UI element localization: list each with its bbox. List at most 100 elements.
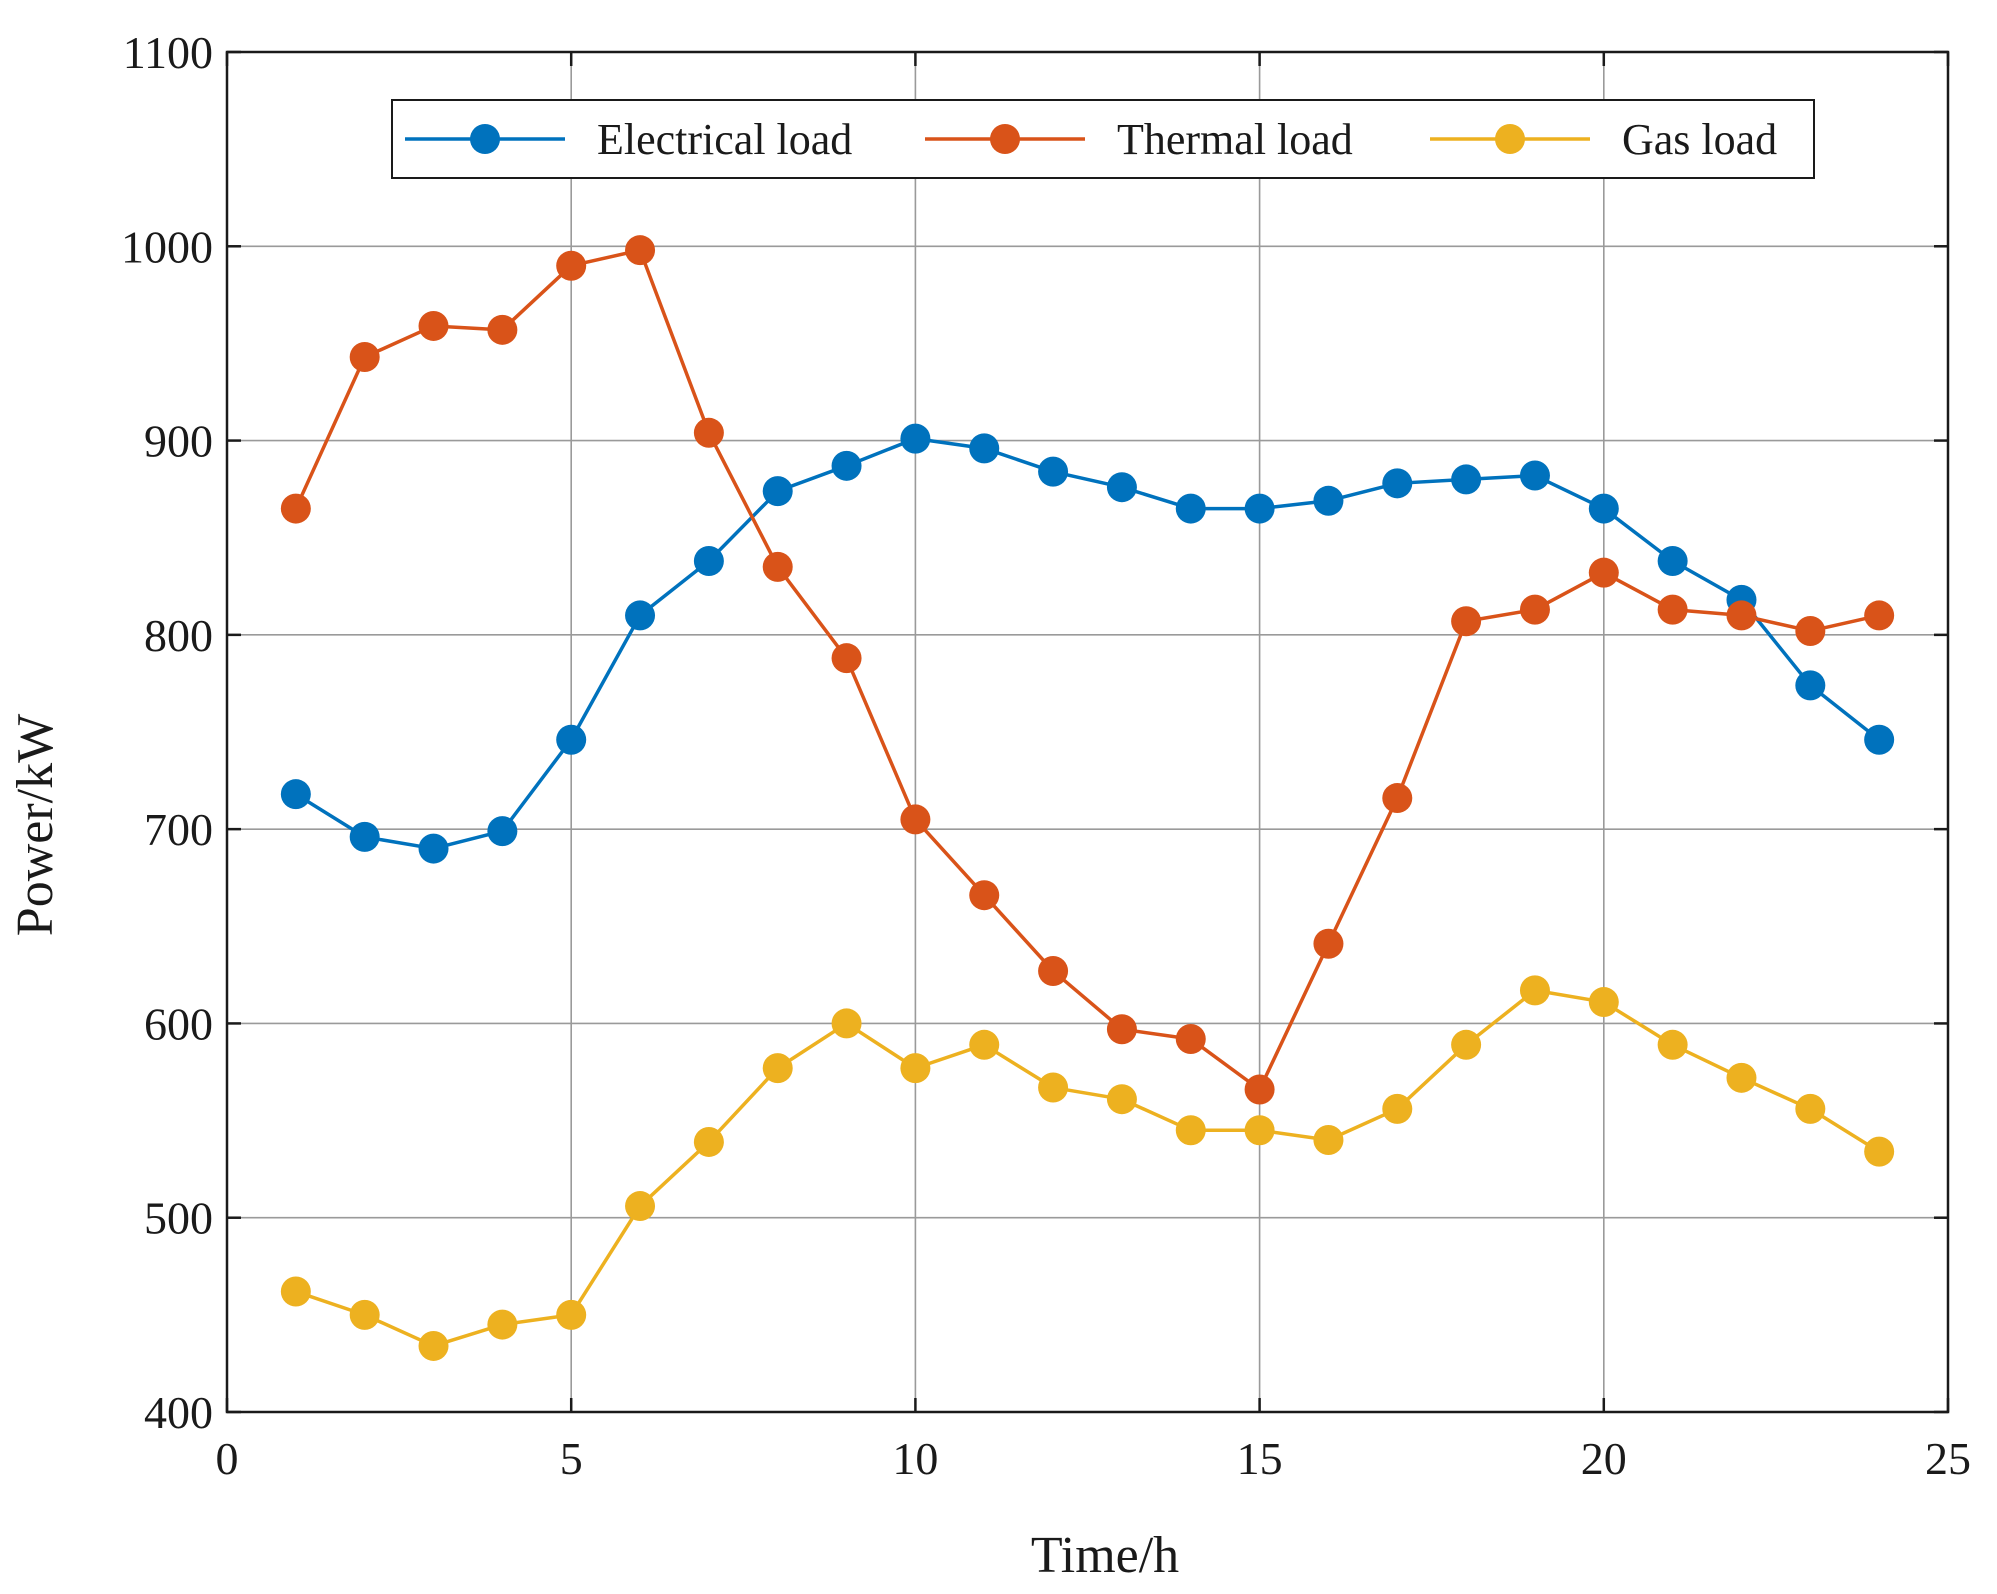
data-point [1451,1029,1482,1060]
data-point [349,342,380,373]
data-point [1795,670,1826,701]
data-point [693,546,724,577]
data-point [1864,1136,1895,1167]
data-point [1244,1074,1275,1105]
data-point [762,1053,793,1084]
data-point [1175,1115,1206,1146]
x-tick-label: 25 [1925,1433,1971,1484]
series-gas-load [280,975,1895,1361]
data-point [831,1008,862,1039]
data-point [1175,1023,1206,1054]
data-point [900,1053,931,1084]
x-tick-label: 20 [1581,1433,1627,1484]
x-ticks: 0 5 10 15 20 25 [216,52,1971,1484]
data-point [1451,464,1482,495]
x-axis-label: Time/h [1031,1527,1179,1584]
y-tick-label: 1100 [123,27,213,78]
data-point [556,250,587,281]
data-point [349,1299,380,1330]
legend-label: Gas load [1622,115,1777,164]
data-point [831,450,862,481]
data-point [762,476,793,507]
data-point [556,724,587,755]
x-tick-label: 15 [1237,1433,1283,1484]
data-point [969,1029,1000,1060]
series-lines [280,235,1895,1361]
y-tick-label: 1000 [121,221,213,272]
data-point [1519,460,1550,491]
series-electrical-load [280,423,1895,864]
data-point [625,1191,656,1222]
data-point [1175,493,1206,524]
x-tick-label: 0 [216,1433,239,1484]
data-point [1038,1072,1069,1103]
data-point [1106,1084,1137,1115]
data-point [969,433,1000,464]
legend-marker [470,124,500,154]
y-tick-label: 600 [144,998,213,1049]
data-point [1726,1062,1757,1093]
y-tick-label: 700 [144,804,213,855]
data-point [900,804,931,835]
data-point [1382,783,1413,814]
legend-entry: Thermal load [925,115,1353,164]
data-point [1657,594,1688,625]
data-point [831,643,862,674]
data-point [1244,1115,1275,1146]
data-point [1313,485,1344,516]
data-point [1313,1125,1344,1155]
data-point [693,1126,724,1157]
data-point [1795,615,1826,646]
y-tick-label: 900 [144,416,213,467]
data-point [1451,606,1482,637]
legend-label: Electrical load [597,115,852,164]
data-point [487,816,518,847]
data-point [487,314,518,345]
data-point [418,310,449,341]
data-point [625,235,656,266]
legend-marker [990,124,1020,154]
series-line [294,436,1881,851]
data-point [280,493,311,524]
x-tick-label: 10 [892,1433,938,1484]
data-point [418,833,449,864]
data-point [487,1309,518,1340]
y-tick-label: 400 [144,1387,213,1438]
data-point [1038,456,1069,487]
data-point [280,779,311,810]
data-point [1726,600,1757,631]
legend-entry: Electrical load [405,115,852,164]
data-point [1588,557,1619,588]
data-point [1382,468,1413,499]
data-point [762,551,793,582]
data-point [1795,1093,1826,1124]
plot-frame [225,50,1950,1414]
series-thermal-load [280,235,1895,1105]
legend-marker [1495,124,1525,154]
data-point [1038,955,1069,986]
data-point [1106,1014,1137,1045]
data-point [556,1299,587,1330]
data-point [1588,493,1619,524]
data-point [349,821,380,852]
data-point [1244,493,1275,524]
legend: Electrical load Thermal load Gas load [391,99,1815,179]
data-point [969,880,1000,911]
y-tick-label: 500 [144,1193,213,1244]
data-point [1519,594,1550,625]
series-line [295,988,1881,1348]
data-point [1864,724,1895,755]
data-point [1657,1029,1688,1060]
y-ticks: 400 500 600 700 800 900 1000 1100 [121,27,1948,1438]
y-axis-label: Power/kW [7,714,64,936]
data-point [1313,928,1344,959]
legend-entry: Gas load [1430,115,1777,164]
data-point [693,417,724,448]
data-point [1106,472,1137,503]
data-point [1519,975,1550,1006]
data-point [1588,987,1619,1018]
data-point [418,1330,449,1361]
x-tick-label: 5 [560,1433,583,1484]
data-point [1864,600,1895,631]
